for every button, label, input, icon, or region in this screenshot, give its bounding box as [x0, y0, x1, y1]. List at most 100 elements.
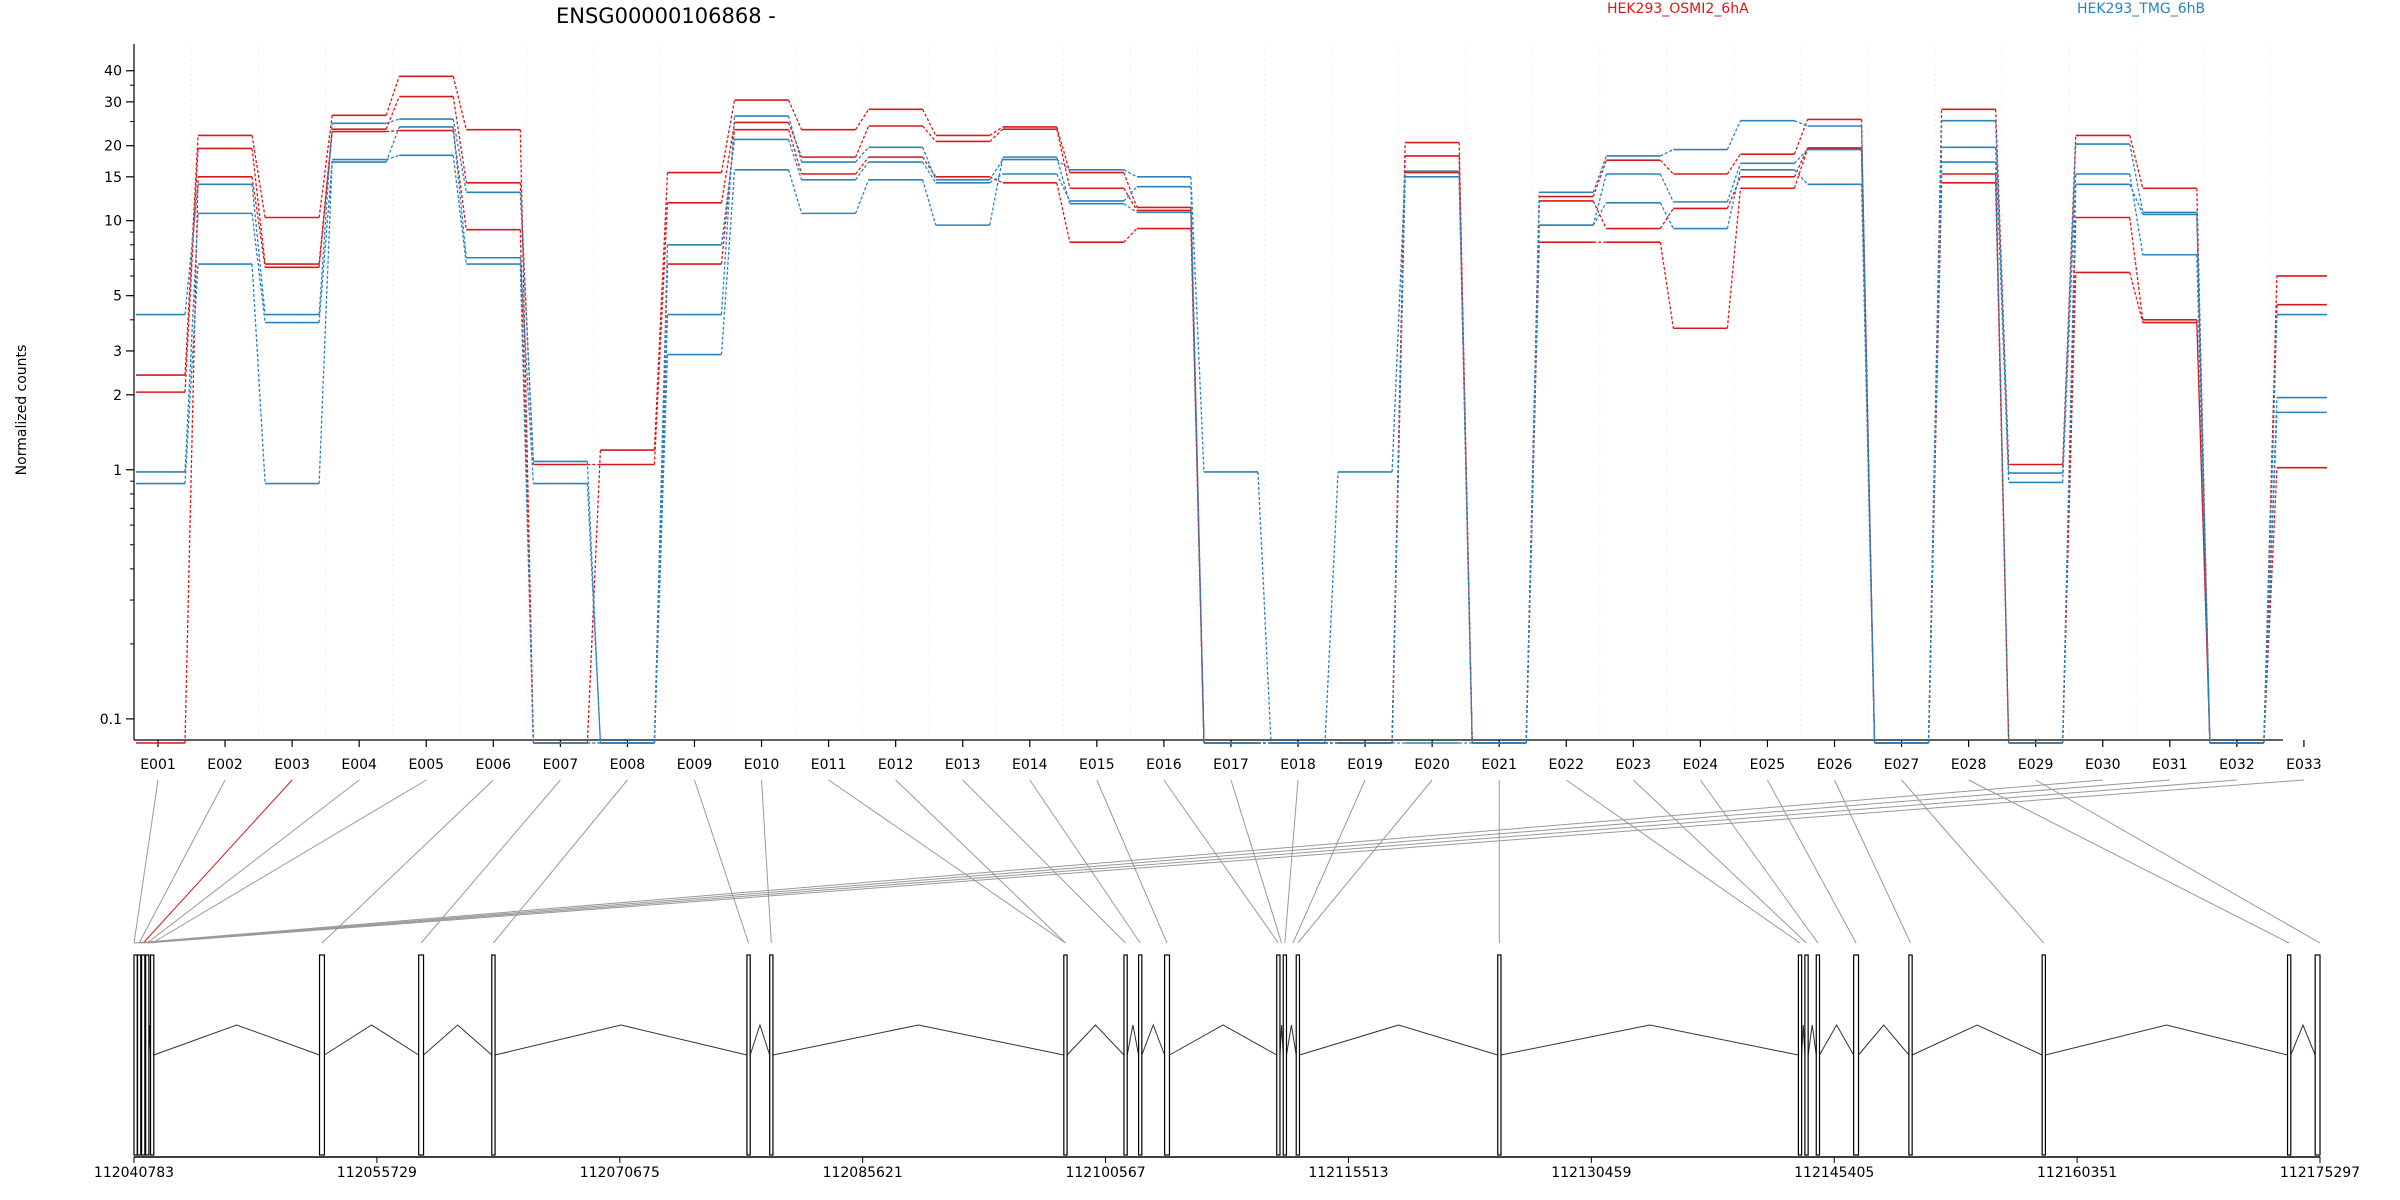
exon: [1797, 954, 1803, 1156]
exon-connector: [962, 779, 1126, 944]
x-tick-label: E003: [274, 757, 310, 773]
exon-connector: [147, 779, 2304, 944]
series-transition: [184, 126, 2278, 744]
exon: [1804, 954, 1809, 1156]
x-tick-label: E031: [2152, 757, 2188, 773]
series-transition: [184, 129, 2278, 744]
exon-connector: [828, 779, 1066, 944]
exon-connector: [142, 779, 293, 944]
intron: [1066, 1024, 1125, 1056]
exon-connector: [1230, 779, 1283, 944]
exon-connector: [1297, 779, 1433, 944]
exon: [318, 954, 326, 1156]
x-tick-label: E006: [476, 757, 512, 773]
axis-layer: 0.1 1 2 3 5 10 15 20 30 40 E001 E002 E003 E004 E005 E00…: [100, 44, 2322, 773]
x-tick-label: E023: [1616, 757, 1652, 773]
x-tick-label: E024: [1683, 757, 1719, 773]
x-tick-label: E030: [2085, 757, 2121, 773]
x-tick-label: E017: [1213, 757, 1249, 773]
exon: [1163, 954, 1171, 1156]
exon-connector: [321, 779, 494, 944]
genomic-tick-label: 112040783: [94, 1165, 174, 1181]
x-tick-label: E014: [1012, 757, 1048, 773]
genomic-tick-label: 112115513: [1308, 1165, 1388, 1181]
intron: [749, 1023, 771, 1056]
x-tick-label: E022: [1548, 757, 1584, 773]
y-tick-label: 5: [113, 289, 122, 305]
exon-connector: [133, 779, 2103, 944]
intron: [1126, 1024, 1140, 1056]
exon-connector: [139, 779, 2170, 944]
intron: [1169, 1024, 1277, 1056]
intron: [1858, 1024, 1910, 1056]
exon: [1137, 954, 1143, 1156]
exon: [136, 954, 142, 1156]
x-tick-label: E033: [2286, 757, 2322, 773]
intron: [1807, 1024, 1817, 1056]
x-tick-label: E012: [878, 757, 914, 773]
y-tick-label: 3: [113, 344, 122, 360]
x-tick-label: E032: [2219, 757, 2255, 773]
y-tick-label: 1: [113, 463, 122, 479]
exon: [1063, 954, 1068, 1156]
exon: [149, 954, 155, 1156]
intron: [1141, 1023, 1166, 1056]
x-tick-label: E019: [1347, 757, 1383, 773]
x-tick-label: E011: [811, 757, 847, 773]
x-tick-label: E007: [543, 757, 579, 773]
connector-layer: [133, 779, 2321, 944]
intron: [494, 1024, 748, 1056]
x-tick-label: E016: [1146, 757, 1182, 773]
gene-model: 112040783 112055729 112070675 112085621 1121…: [94, 954, 2360, 1181]
intron: [772, 1024, 1064, 1056]
x-tick-label: E025: [1750, 757, 1786, 773]
series-transition: [184, 96, 2278, 744]
y-tick-label: 20: [104, 139, 122, 155]
exon-connector: [1632, 779, 1807, 944]
genomic-tick-label: 112160351: [2037, 1165, 2117, 1181]
intron: [1299, 1024, 1498, 1056]
series-transition: [184, 115, 2278, 744]
exon: [1282, 954, 1288, 1156]
x-tick-label: E015: [1079, 757, 1115, 773]
x-tick-label: E028: [1951, 757, 1987, 773]
exon: [2041, 954, 2047, 1156]
exon: [1123, 954, 1128, 1156]
exon: [491, 954, 496, 1156]
grid-layer: [191, 44, 2271, 740]
exon: [1815, 954, 1821, 1156]
exon-connector: [1767, 779, 1857, 944]
x-tick-label: E027: [1884, 757, 1920, 773]
exon-connector: [1699, 779, 1819, 944]
exon-connector: [1901, 779, 2045, 944]
exon-connector: [1292, 779, 1366, 944]
y-tick-label: 0.1: [100, 712, 122, 728]
exon-connector: [493, 779, 628, 944]
exon-connector: [138, 779, 226, 944]
exon-connector: [1096, 779, 1168, 944]
y-tick-label: 40: [104, 64, 122, 80]
exon-connector: [420, 779, 561, 944]
exon-connector: [1284, 779, 1299, 944]
exon-connector: [2035, 779, 2321, 944]
series-transition: [184, 76, 2278, 744]
y-tick-label: 15: [104, 170, 122, 186]
genomic-tick-label: 112145405: [1794, 1165, 1874, 1181]
y-tick-label: 10: [104, 214, 122, 230]
exon: [1276, 954, 1281, 1156]
x-tick-label: E013: [945, 757, 981, 773]
x-tick-label: E010: [744, 757, 780, 773]
genomic-tick-label: 112085621: [823, 1165, 903, 1181]
intron: [2290, 1023, 2316, 1056]
series-4: [136, 126, 2327, 744]
exon: [140, 954, 146, 1156]
legend-label-tmg: HEK293_TMG_6hB: [2077, 1, 2205, 17]
intron: [423, 1024, 493, 1056]
exon: [2286, 954, 2292, 1156]
exon-connector: [694, 779, 750, 944]
x-tick-label: E005: [408, 757, 444, 773]
y-tick-label: 30: [104, 95, 122, 111]
intron: [324, 1024, 419, 1056]
exon-connector: [1968, 779, 2290, 944]
x-tick-label: E008: [610, 757, 646, 773]
